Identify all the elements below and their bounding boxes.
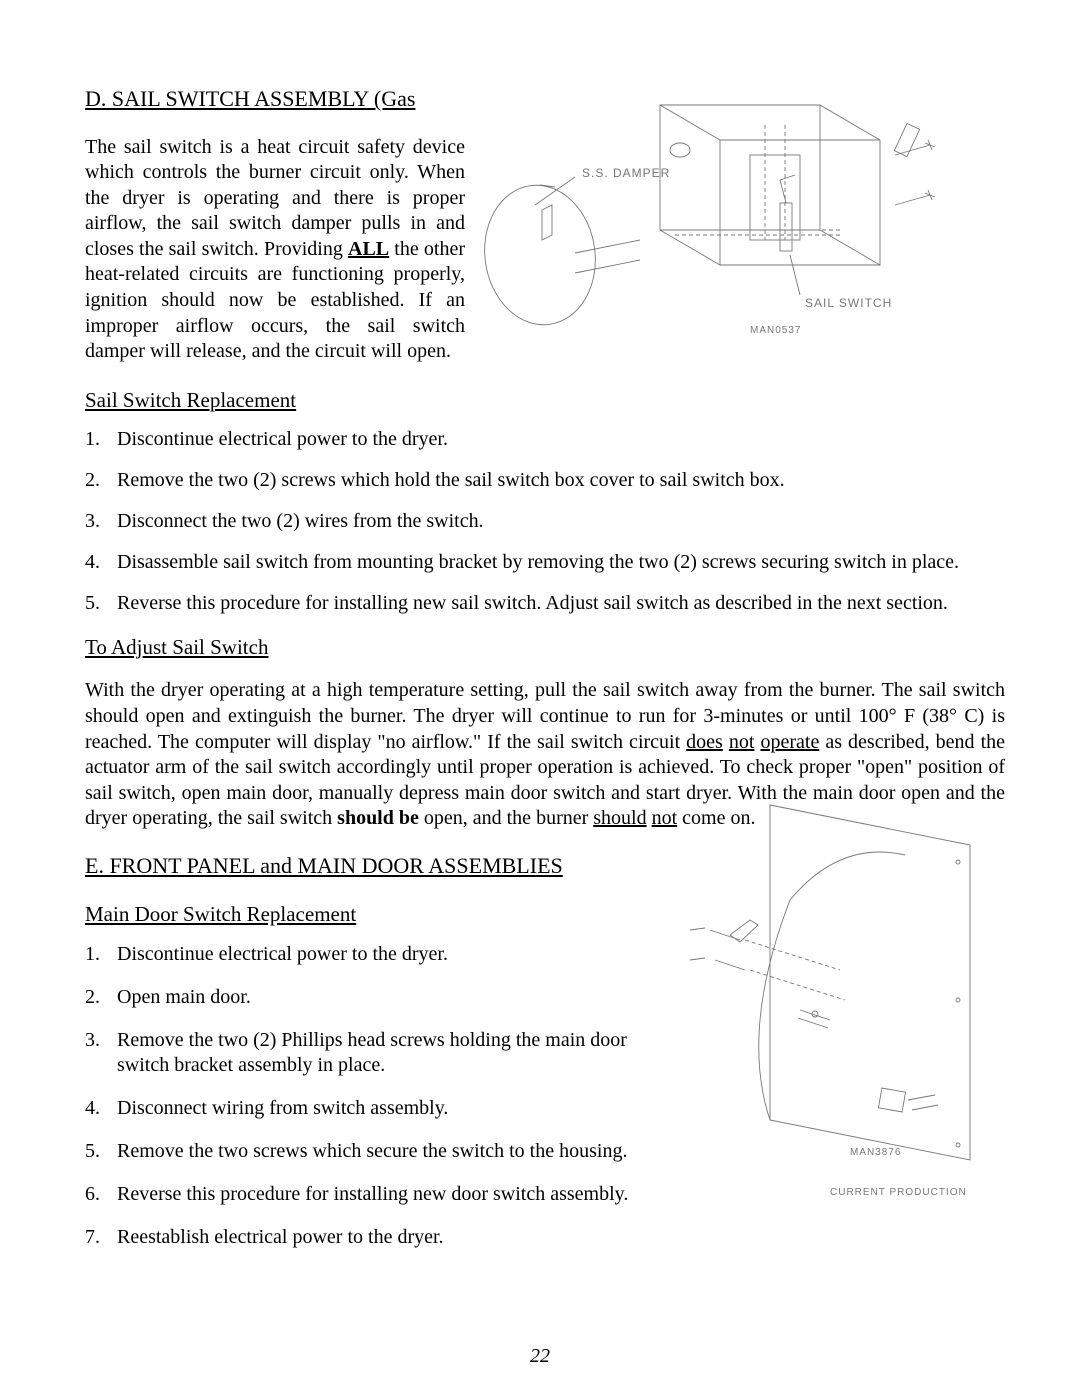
list-item: 6.Reverse this procedure for installing … — [85, 1182, 645, 1207]
list-item-number: 1. — [85, 427, 117, 452]
list-item-text: Disassemble sail switch from mounting br… — [117, 550, 1005, 575]
list-item-number: 2. — [85, 985, 117, 1010]
door-steps-list: 1.Discontinue electrical power to the dr… — [85, 942, 645, 1250]
list-item-number: 3. — [85, 509, 117, 534]
list-item-text: Remove the two (2) screws which hold the… — [117, 468, 1005, 493]
section-e-left: Main Door Switch Replacement 1.Discontin… — [85, 879, 645, 1267]
list-item-text: Reestablish electrical power to the drye… — [117, 1225, 645, 1250]
list-item-text: Remove the two (2) Phillips head screws … — [117, 1028, 645, 1078]
adj-u3: operate — [760, 731, 819, 753]
adj-u1: does — [686, 731, 723, 753]
list-item-number: 6. — [85, 1182, 117, 1207]
list-item-text: Reverse this procedure for installing ne… — [117, 1182, 645, 1207]
list-item-text: Discontinue electrical power to the drye… — [117, 427, 1005, 452]
adjust-heading: To Adjust Sail Switch — [85, 634, 1005, 660]
list-item-number: 4. — [85, 1096, 117, 1121]
list-item-text: Remove the two screws which secure the s… — [117, 1139, 645, 1164]
list-item-number: 3. — [85, 1028, 117, 1078]
label-switch: SAIL SWITCH — [805, 296, 892, 310]
list-item: 1.Discontinue electrical power to the dr… — [85, 427, 1005, 452]
intro-all: ALL — [348, 238, 389, 260]
list-item: 4.Disconnect wiring from switch assembly… — [85, 1096, 645, 1121]
replace-heading: Sail Switch Replacement — [85, 387, 1005, 413]
list-item: 3.Remove the two (2) Phillips head screw… — [85, 1028, 645, 1078]
list-item-text: Open main door. — [117, 985, 645, 1010]
adj-u2: not — [729, 731, 755, 753]
list-item: 5.Reverse this procedure for installing … — [85, 591, 1005, 616]
list-item: 2.Open main door. — [85, 985, 645, 1010]
fig2-caption: CURRENT PRODUCTION — [830, 1187, 967, 1198]
adj-bold: should be — [337, 807, 419, 829]
list-item-number: 5. — [85, 1139, 117, 1164]
page: D. SAIL SWITCH ASSEMBLY (Gas The sail sw… — [0, 0, 1080, 1397]
list-item: 3.Disconnect the two (2) wires from the … — [85, 509, 1005, 534]
list-item-text: Disconnect wiring from switch assembly. — [117, 1096, 645, 1121]
list-item-number: 1. — [85, 942, 117, 967]
adj-c: open, and the burner — [419, 807, 593, 829]
list-item: 1.Discontinue electrical power to the dr… — [85, 942, 645, 967]
list-item: 2.Remove the two (2) screws which hold t… — [85, 468, 1005, 493]
fig2-code: MAN3876 — [850, 1147, 901, 1158]
adj-u4: should — [593, 807, 646, 829]
replace-steps-list: 1.Discontinue electrical power to the dr… — [85, 427, 1005, 616]
adj-u5: not — [652, 807, 678, 829]
list-item-number: 4. — [85, 550, 117, 575]
figure-front-panel: MAN3876 CURRENT PRODUCTION — [680, 800, 1010, 1200]
list-item-text: Discontinue electrical power to the drye… — [117, 942, 645, 967]
list-item-number: 2. — [85, 468, 117, 493]
main-door-sub-heading: Main Door Switch Replacement — [85, 901, 645, 927]
list-item: 5.Remove the two screws which secure the… — [85, 1139, 645, 1164]
list-item: 4.Disassemble sail switch from mounting … — [85, 550, 1005, 575]
label-damper: S.S. DAMPER — [582, 166, 670, 180]
page-number: 22 — [0, 1344, 1080, 1369]
section-d-intro: The sail switch is a heat circuit safety… — [85, 135, 465, 365]
list-item-number: 7. — [85, 1225, 117, 1250]
list-item-number: 5. — [85, 591, 117, 616]
list-item-text: Reverse this procedure for installing ne… — [117, 591, 1005, 616]
figure-sail-switch: S.S. DAMPER SAIL SWITCH MAN0537 — [480, 85, 1000, 355]
list-item: 7.Reestablish electrical power to the dr… — [85, 1225, 645, 1250]
fig1-code: MAN0537 — [750, 325, 801, 336]
list-item-text: Disconnect the two (2) wires from the sw… — [117, 509, 1005, 534]
